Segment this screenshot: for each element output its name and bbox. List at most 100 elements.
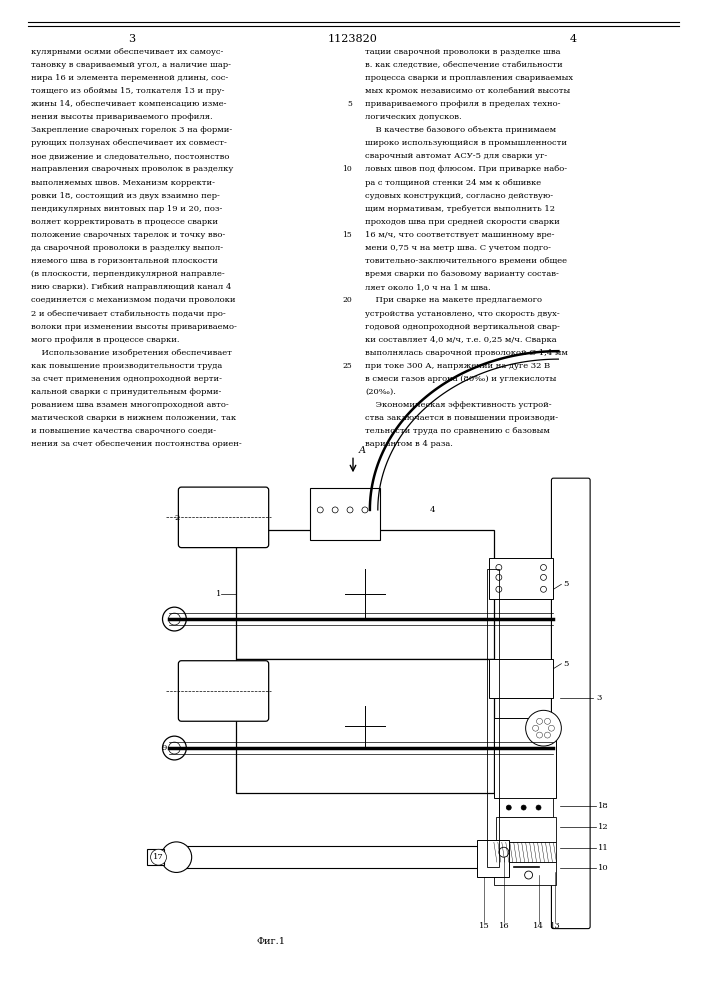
Text: время сварки по базовому варианту состав-: время сварки по базовому варианту состав…: [365, 270, 559, 278]
Text: (в плоскости, перпендикулярной направле-: (в плоскости, перпендикулярной направле-: [30, 270, 224, 278]
Bar: [494, 718, 556, 798]
Text: 14: 14: [533, 922, 544, 930]
Text: ра с толщиной стенки 24 мм к обшивке: ра с толщиной стенки 24 мм к обшивке: [365, 179, 541, 187]
Text: рованием шва взамен многопроходной авто-: рованием шва взамен многопроходной авто-: [30, 401, 228, 409]
Text: 1: 1: [216, 590, 221, 598]
Text: годовой однопроходной вертикальной свар-: годовой однопроходной вертикальной свар-: [365, 323, 560, 331]
Text: (20‰).: (20‰).: [365, 388, 396, 396]
Text: 9: 9: [161, 744, 166, 752]
Circle shape: [549, 725, 554, 731]
Text: Закрепление сварочных горелок 3 на форми-: Закрепление сварочных горелок 3 на форми…: [30, 126, 232, 134]
Text: тельности труда по сравнению с базовым: тельности труда по сравнению с базовым: [365, 427, 550, 435]
Text: мени 0,75 ч на метр шва. С учетом подго-: мени 0,75 ч на метр шва. С учетом подго-: [365, 244, 551, 252]
Text: за счет применения однопроходной верти-: за счет применения однопроходной верти-: [30, 375, 221, 383]
Text: сварочный автомат АСУ-5 для сварки уг-: сварочный автомат АСУ-5 для сварки уг-: [365, 152, 547, 160]
Circle shape: [532, 725, 539, 731]
Text: 2: 2: [174, 514, 180, 522]
Circle shape: [496, 586, 502, 592]
Text: Фиг.1: Фиг.1: [256, 937, 285, 946]
Text: 15: 15: [342, 231, 352, 239]
Text: 11: 11: [598, 844, 609, 852]
Text: ки составляет 4,0 м/ч, т.е. 0,25 м/ч. Сварка: ки составляет 4,0 м/ч, т.е. 0,25 м/ч. Св…: [365, 336, 556, 344]
Text: 2 и обеспечивает стабильность подачи про-: 2 и обеспечивает стабильность подачи про…: [30, 310, 226, 318]
Circle shape: [168, 613, 180, 625]
Bar: [146, 849, 165, 865]
Bar: [477, 840, 509, 877]
Text: В качестве базового объекта принимаем: В качестве базового объекта принимаем: [365, 126, 556, 134]
Circle shape: [496, 564, 502, 570]
Text: 5: 5: [347, 100, 352, 108]
Text: соединяется с механизмом подачи проволоки: соединяется с механизмом подачи проволок…: [30, 296, 235, 304]
Text: Экономическая эффективность устрой-: Экономическая эффективность устрой-: [365, 401, 551, 409]
Text: 16: 16: [498, 922, 509, 930]
Text: выполнялась сварочной проволокой Ø 1,4 мм: выполнялась сварочной проволокой Ø 1,4 м…: [365, 349, 568, 357]
Text: при токе 300 А, напряжении на дуге 32 В: при токе 300 А, напряжении на дуге 32 В: [365, 362, 550, 370]
Text: нения за счет обеспечения постоянства ориен-: нения за счет обеспечения постоянства ор…: [30, 440, 241, 448]
Text: тановку в свариваемый угол, а наличие шар-: тановку в свариваемый угол, а наличие ша…: [30, 61, 230, 69]
Text: логических допусков.: логических допусков.: [365, 113, 462, 121]
Text: жины 14, обеспечивает компенсацию изме-: жины 14, обеспечивает компенсацию изме-: [30, 100, 226, 108]
Text: выполняемых швов. Механизм корректи-: выполняемых швов. Механизм корректи-: [30, 179, 214, 187]
Text: как повышение производительности труда: как повышение производительности труда: [30, 362, 222, 370]
Circle shape: [163, 607, 187, 631]
Text: 13: 13: [550, 922, 561, 930]
Bar: [236, 530, 494, 659]
Text: мого профиля в процессе сварки.: мого профиля в процессе сварки.: [30, 336, 179, 344]
Text: ное движение и следовательно, постоянство: ное движение и следовательно, постоянств…: [30, 152, 229, 160]
Bar: [499, 798, 554, 817]
Text: и повышение качества сварочного соеди-: и повышение качества сварочного соеди-: [30, 427, 216, 435]
Bar: [310, 488, 380, 540]
Text: 18: 18: [598, 802, 609, 810]
Text: ства заключается в повышении производи-: ства заключается в повышении производи-: [365, 414, 558, 422]
Text: A: A: [359, 446, 366, 455]
Text: 10: 10: [598, 864, 609, 872]
Text: ловых швов под флюсом. При приварке набо-: ловых швов под флюсом. При приварке набо…: [365, 165, 567, 173]
Text: 16 м/ч, что соответствует машинному вре-: 16 м/ч, что соответствует машинному вре-: [365, 231, 554, 239]
Circle shape: [332, 507, 338, 513]
Text: проходов шва при средней скорости сварки: проходов шва при средней скорости сварки: [365, 218, 560, 226]
Bar: [489, 558, 554, 599]
Bar: [494, 862, 556, 885]
Text: нира 16 и элемента переменной длины, сос-: нира 16 и элемента переменной длины, сос…: [30, 74, 228, 82]
Circle shape: [541, 586, 547, 592]
Text: 15: 15: [479, 922, 489, 930]
Text: рующих ползунах обеспечивает их совмест-: рующих ползунах обеспечивает их совмест-: [30, 139, 226, 147]
Circle shape: [362, 507, 368, 513]
Bar: [487, 569, 499, 867]
Text: тоящего из обоймы 15, толкателя 13 и пру-: тоящего из обоймы 15, толкателя 13 и пру…: [30, 87, 224, 95]
Circle shape: [151, 849, 166, 865]
Bar: [177, 846, 489, 868]
Text: пендикулярных винтовых пар 19 и 20, поз-: пендикулярных винтовых пар 19 и 20, поз-: [30, 205, 222, 213]
Text: тации сварочной проволоки в разделке шва: тации сварочной проволоки в разделке шва: [365, 48, 561, 56]
Text: кулярными осями обеспечивает их самоус-: кулярными осями обеспечивает их самоус-: [30, 48, 223, 56]
Text: щим нормативам, требуется выполнить 12: щим нормативам, требуется выполнить 12: [365, 205, 555, 213]
Text: 25: 25: [342, 362, 352, 370]
Circle shape: [521, 805, 526, 810]
Text: мых кромок независимо от колебаний высоты: мых кромок независимо от колебаний высот…: [365, 87, 570, 95]
Text: товительно-заключительного времени общее: товительно-заключительного времени общее: [365, 257, 567, 265]
Text: 10: 10: [342, 165, 352, 173]
Text: ляет около 1,0 ч на 1 м шва.: ляет около 1,0 ч на 1 м шва.: [365, 283, 491, 291]
Text: 3: 3: [596, 694, 602, 702]
Text: 1123820: 1123820: [328, 34, 378, 44]
Text: в смеси газов аргона (80‰) и углекислоты: в смеси газов аргона (80‰) и углекислоты: [365, 375, 556, 383]
Circle shape: [541, 564, 547, 570]
Circle shape: [541, 574, 547, 580]
Text: привариваемого профиля в пределах техно-: привариваемого профиля в пределах техно-: [365, 100, 561, 108]
FancyBboxPatch shape: [178, 487, 269, 548]
Text: нию сварки). Гибкий направляющий канал 4: нию сварки). Гибкий направляющий канал 4: [30, 283, 231, 291]
Circle shape: [544, 732, 551, 738]
Text: няемого шва в горизонтальной плоскости: няемого шва в горизонтальной плоскости: [30, 257, 217, 265]
Circle shape: [537, 732, 542, 738]
Circle shape: [525, 871, 532, 879]
Circle shape: [499, 847, 509, 857]
Text: При сварке на макете предлагаемого: При сварке на макете предлагаемого: [365, 296, 542, 304]
Circle shape: [537, 718, 542, 724]
Text: 12: 12: [598, 823, 609, 831]
Text: матической сварки в нижнем положении, так: матической сварки в нижнем положении, та…: [30, 414, 235, 422]
Text: нения высоты привариваемого профиля.: нения высоты привариваемого профиля.: [30, 113, 212, 121]
Text: 3: 3: [128, 34, 135, 44]
Text: Использование изобретения обеспечивает: Использование изобретения обеспечивает: [30, 349, 231, 357]
Text: кальной сварки с принудительным форми-: кальной сварки с принудительным форми-: [30, 388, 221, 396]
Text: 20: 20: [342, 296, 352, 304]
